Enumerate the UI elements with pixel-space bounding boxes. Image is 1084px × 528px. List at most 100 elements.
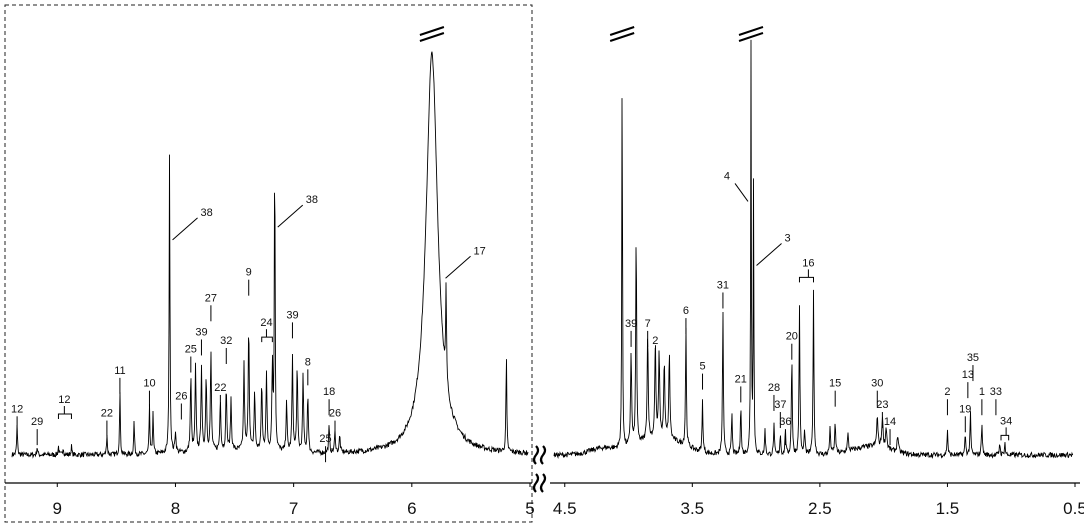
peak-label-text: 24 bbox=[260, 317, 272, 329]
spectrum-layer bbox=[11, 39, 1074, 460]
peak-label-text: 31 bbox=[717, 279, 729, 291]
peak-label: 4 bbox=[724, 170, 749, 202]
peak-label: 32 bbox=[220, 335, 232, 364]
peak-label: 12 bbox=[11, 403, 23, 433]
x-tick-label: 1.5 bbox=[936, 499, 960, 518]
peak-label: 1 bbox=[979, 386, 985, 416]
peak-label-text: 9 bbox=[246, 267, 252, 279]
peak-label: 15 bbox=[829, 378, 841, 407]
peak-label: 11 bbox=[114, 365, 126, 394]
peak-label-text: 12 bbox=[11, 403, 23, 415]
peak-label: 23 bbox=[876, 399, 889, 429]
peak-label: 34 bbox=[1000, 415, 1012, 441]
peak-label: 16 bbox=[798, 257, 815, 283]
peak-label: 26 bbox=[175, 390, 187, 420]
peak-label-text: 2 bbox=[944, 386, 950, 398]
peak-label: 30 bbox=[871, 378, 883, 407]
peak-label-text: 33 bbox=[990, 386, 1002, 398]
peak-label-text: 39 bbox=[286, 309, 298, 321]
axis-break-mark bbox=[532, 445, 549, 465]
peak-label-text: 12 bbox=[58, 394, 70, 406]
peak-label-text: 10 bbox=[143, 378, 155, 390]
peak-label-text: 32 bbox=[220, 335, 232, 347]
peak-label-text: 14 bbox=[884, 416, 896, 428]
peak-label: 38 bbox=[277, 194, 318, 228]
peak-label: 27 bbox=[205, 292, 217, 322]
peak-label-text: 20 bbox=[786, 331, 798, 343]
peak-label: 24 bbox=[260, 317, 273, 343]
peak-label: 26 bbox=[329, 408, 341, 437]
peak-label: 39 bbox=[195, 326, 208, 356]
peak-label-text: 37 bbox=[774, 399, 786, 411]
peak-label-text: 6 bbox=[683, 305, 689, 317]
peak-label: 29 bbox=[31, 416, 43, 446]
x-tick-label: 2.5 bbox=[808, 499, 832, 518]
peak-label-text: 5 bbox=[699, 361, 705, 373]
peak-label-text: 25 bbox=[185, 344, 197, 356]
x-tick-label: 9 bbox=[53, 499, 62, 518]
x-tick-label: 5 bbox=[525, 499, 534, 518]
x-tick-label: 3.5 bbox=[680, 499, 704, 518]
spectrum-trace-left bbox=[11, 51, 529, 459]
peak-label: 5 bbox=[699, 361, 706, 390]
peak-label: 36 bbox=[779, 416, 792, 446]
peak-label: 18 bbox=[323, 386, 335, 416]
peak-label: 28 bbox=[768, 382, 780, 411]
peak-label: 22 bbox=[101, 408, 113, 437]
peak-label-text: 30 bbox=[871, 378, 883, 390]
peak-label-text: 18 bbox=[323, 386, 335, 398]
peak-label-text: 23 bbox=[876, 399, 888, 411]
peak-label-text: 35 bbox=[967, 352, 979, 364]
x-tick-label: 7 bbox=[289, 499, 298, 518]
peak-label: 2 bbox=[944, 386, 951, 416]
peak-label-text: 19 bbox=[959, 403, 971, 415]
peak-label: 25 bbox=[185, 344, 197, 373]
peak-label-text: 22 bbox=[101, 408, 113, 420]
peak-label-text: 1 bbox=[979, 386, 985, 398]
x-tick-label: 8 bbox=[171, 499, 180, 518]
peak-label: 25 bbox=[319, 433, 332, 463]
peak-label: 6 bbox=[683, 305, 689, 335]
peak-label: 8 bbox=[305, 356, 311, 386]
peak-label-text: 39 bbox=[625, 318, 637, 330]
peak-label: 17 bbox=[445, 245, 486, 279]
peak-label: 7 bbox=[645, 318, 651, 347]
peak-label-text: 38 bbox=[306, 194, 318, 206]
peak-label-text: 25 bbox=[319, 433, 331, 445]
peak-label-text: 17 bbox=[474, 245, 486, 257]
peak-label-text: 16 bbox=[802, 257, 814, 269]
peak-label-text: 11 bbox=[114, 365, 125, 377]
peak-label-text: 39 bbox=[195, 326, 207, 338]
peak-label: 31 bbox=[717, 279, 729, 309]
peak-label: 10 bbox=[143, 378, 156, 407]
peak-label: 22 bbox=[214, 382, 226, 411]
peak-label-text: 29 bbox=[31, 416, 43, 428]
peak-label: 9 bbox=[246, 267, 252, 296]
peak-label: 35 bbox=[967, 352, 979, 382]
peak-label-text: 36 bbox=[779, 416, 791, 428]
peak-label-text: 8 bbox=[305, 356, 311, 368]
peak-break-mark bbox=[738, 26, 764, 42]
peak-label: 39 bbox=[286, 309, 299, 339]
peak-label-text: 2 bbox=[652, 335, 658, 347]
peak-label-text: 26 bbox=[175, 390, 187, 402]
spectrum-trace-right bbox=[553, 39, 1074, 460]
peak-label-text: 3 bbox=[785, 233, 791, 245]
peak-label-text: 21 bbox=[735, 373, 747, 385]
peak-label-text: 28 bbox=[768, 382, 780, 394]
peak-break-mark bbox=[609, 26, 635, 42]
peak-label-text: 7 bbox=[645, 318, 651, 330]
x-tick-label: 6 bbox=[407, 499, 416, 518]
axis-layer: 9 8 7 6 5 4.5 3.5 2.5 1.5 0.5 bbox=[4, 4, 1084, 523]
x-tick-label: 0.5 bbox=[1063, 499, 1084, 518]
peak-label-text: 38 bbox=[201, 207, 213, 219]
peak-label: 12 bbox=[57, 394, 72, 420]
peak-label: 20 bbox=[786, 331, 798, 360]
peak-label-text: 22 bbox=[214, 382, 226, 394]
peak-label: 3 bbox=[756, 233, 791, 266]
peak-label-text: 34 bbox=[1000, 415, 1012, 427]
peak-label: 14 bbox=[884, 416, 896, 446]
peak-label: 37 bbox=[774, 399, 786, 429]
peak-label: 19 bbox=[959, 403, 971, 433]
